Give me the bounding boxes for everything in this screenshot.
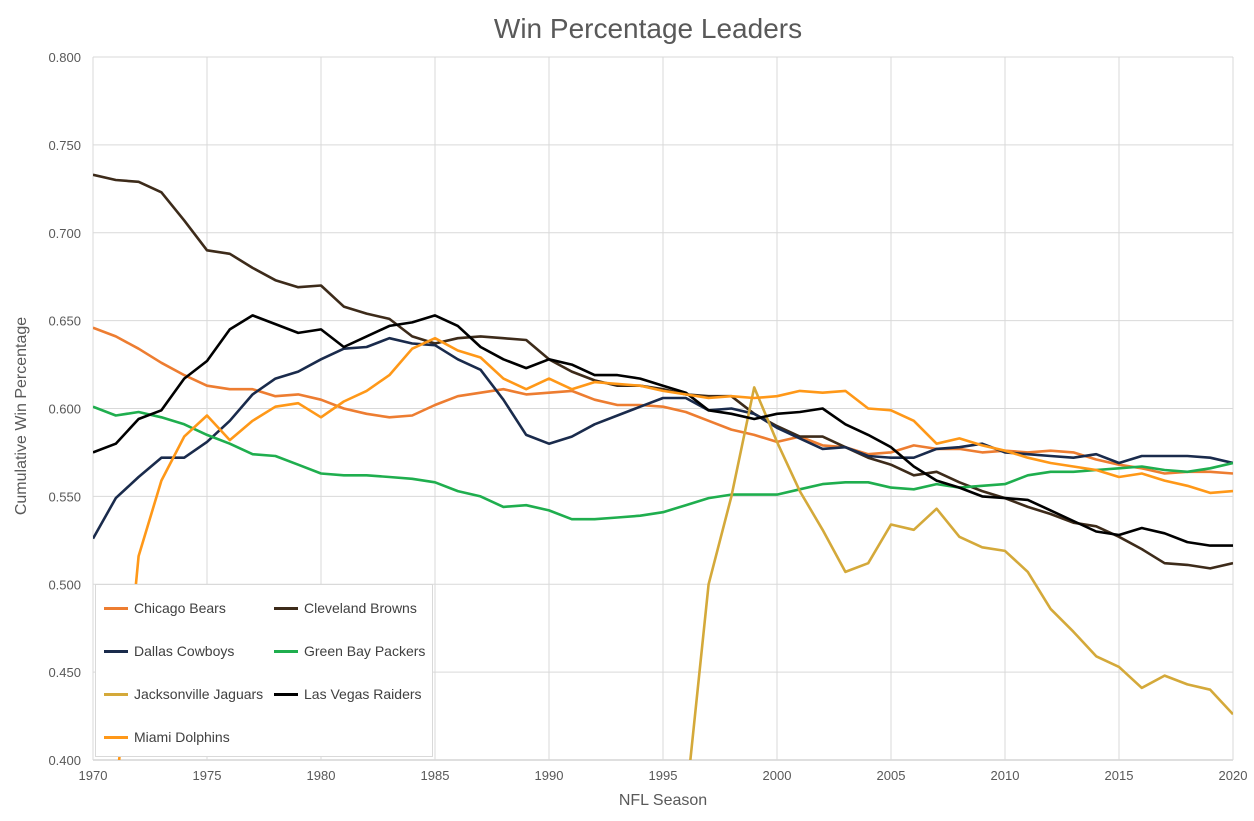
y-tick-label: 0.550 [48, 489, 81, 504]
y-tick-label: 0.800 [48, 50, 81, 65]
legend-swatch [104, 649, 128, 653]
x-tick-label: 2020 [1219, 768, 1248, 783]
x-tick-label: 2005 [877, 768, 906, 783]
x-tick-label: 1985 [421, 768, 450, 783]
y-tick-label: 0.400 [48, 753, 81, 768]
legend-swatch [274, 606, 298, 610]
y-tick-label: 0.700 [48, 226, 81, 241]
series-line-cleveland-browns [93, 173, 1233, 570]
legend-label: Chicago Bears [134, 600, 226, 616]
legend-label: Jacksonville Jaguars [134, 686, 264, 702]
legend-item-chicago-bears: Chicago Bears [104, 598, 226, 618]
x-axis-label: NFL Season [619, 792, 707, 809]
series-line-green-bay-packers [93, 405, 1233, 521]
legend-swatch [104, 692, 128, 696]
legend-item-miami-dolphins: Miami Dolphins [104, 727, 230, 747]
x-tick-label: 1975 [193, 768, 222, 783]
legend-item-las-vegas-raiders: Las Vegas Raiders [274, 684, 422, 704]
legend-swatch [274, 649, 298, 653]
x-tick-label: 1970 [79, 768, 108, 783]
series-line-chicago-bears [93, 326, 1233, 475]
legend-item-jacksonville-jaguars: Jacksonville Jaguars [104, 684, 263, 704]
x-tick-label: 1995 [649, 768, 678, 783]
x-tick-label: 1980 [307, 768, 336, 783]
series-line-jacksonville-jaguars [689, 386, 1233, 760]
legend-label: Cleveland Browns [304, 600, 417, 616]
y-axis-label: Cumulative Win Percentage [13, 317, 30, 515]
legend: Chicago Bears Cleveland Browns Dallas Cowb… [95, 584, 433, 757]
x-tick-label: 2010 [991, 768, 1020, 783]
legend-item-dallas-cowboys: Dallas Cowboys [104, 641, 234, 661]
y-tick-label: 0.650 [48, 314, 81, 329]
legend-label: Las Vegas Raiders [304, 686, 422, 702]
chart-title: Win Percentage Leaders [494, 13, 802, 44]
y-tick-label: 0.500 [48, 577, 81, 592]
x-axis-ticks: 1970 1975 1980 1985 1990 1995 2000 2005 2010 2015… [79, 768, 1248, 783]
x-tick-label: 2015 [1105, 768, 1134, 783]
y-tick-label: 0.600 [48, 402, 81, 417]
x-tick-label: 1990 [535, 768, 564, 783]
series-line-dallas-cowboys [93, 336, 1233, 540]
y-tick-label: 0.750 [48, 138, 81, 153]
series-line-las-vegas-raiders [93, 314, 1233, 547]
legend-swatch [274, 692, 298, 696]
legend-swatch [104, 735, 128, 739]
legend-item-cleveland-browns: Cleveland Browns [274, 598, 417, 618]
y-tick-label: 0.450 [48, 665, 81, 680]
series-line-miami-dolphins [117, 336, 1233, 760]
legend-label: Dallas Cowboys [134, 643, 235, 659]
series-lines [93, 173, 1233, 760]
legend-swatch [104, 606, 128, 610]
legend-label: Green Bay Packers [304, 643, 426, 659]
x-tick-label: 2000 [763, 768, 792, 783]
legend-item-green-bay-packers: Green Bay Packers [274, 641, 425, 661]
y-axis-ticks: 0.400 0.450 0.500 0.550 0.600 0.650 0.700 0.750… [48, 50, 81, 768]
legend-label: Miami Dolphins [134, 729, 230, 745]
